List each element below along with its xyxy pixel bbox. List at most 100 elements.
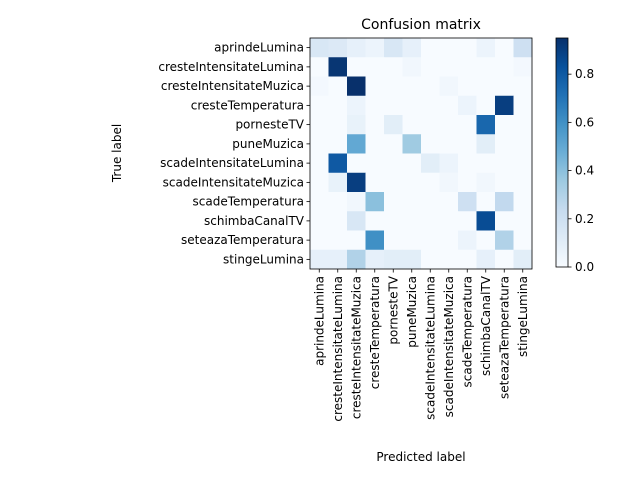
heatmap-cell [513,38,533,58]
heatmap-cell [365,57,385,77]
heatmap-cell [421,172,440,193]
heatmap-cell [347,134,366,154]
heatmap-cell [495,211,514,231]
heatmap-cell [458,153,477,174]
y-tick-label: cresteIntensitateLumina [158,60,304,74]
heatmap-cell [513,95,533,116]
heatmap-cell [458,249,477,270]
heatmap-cell [421,134,440,154]
x-tick-label: stingeLumina [516,276,530,357]
heatmap-cell [402,115,422,135]
heatmap-cell [421,249,440,270]
heatmap-cell [402,153,422,174]
heatmap-cell [513,57,533,77]
heatmap-cell [421,57,440,77]
heatmap-cell [476,153,496,174]
heatmap-cell [495,134,514,154]
heatmap-cell [458,57,477,77]
heatmap-cell [365,95,385,116]
heatmap-cell [495,38,514,58]
heatmap-cell [384,57,403,77]
heatmap-cell [476,211,496,231]
heatmap-cell [421,230,440,251]
heatmap-cell [439,115,459,135]
heatmap-cell [347,230,366,251]
heatmap-cell [513,76,533,97]
colorbar-tick-label: 0.2 [575,212,594,226]
heatmap-cell [495,115,514,135]
x-tick-label: scadeIntensitateLumina [423,276,437,420]
heatmap-cell [513,211,533,231]
colorbar-tick-label: 0.4 [575,164,594,178]
heatmap-cell [439,192,459,212]
y-tick-label: cresteIntensitateMuzica [161,79,304,93]
heatmap-cell [476,134,496,154]
heatmap-cell [476,38,496,58]
heatmap-cell [328,249,348,270]
heatmap-cell [347,192,366,212]
heatmap-cell [439,153,459,174]
heatmap-cell [310,249,329,270]
heatmap-cell [384,192,403,212]
heatmap-cell [347,76,366,97]
y-tick-label: scadeIntensitateLumina [160,156,304,170]
heatmap-cell [347,95,366,116]
heatmap-cell [476,249,496,270]
heatmap-cell [402,249,422,270]
heatmap-cell [439,38,459,58]
heatmap-cell [310,57,329,77]
heatmap-cell [476,192,496,212]
colorbar-tick-label: 0.0 [575,260,594,274]
heatmap-cell [347,249,366,270]
heatmap-cell [439,211,459,231]
y-tick-label: aprindeLumina [214,41,304,55]
heatmap-cell [495,249,514,270]
heatmap-cell [365,153,385,174]
y-tick-label: puneMuzica [232,137,304,151]
heatmap-cell [384,172,403,193]
heatmap-cell [365,134,385,154]
heatmap-cell [513,172,533,193]
colorbar-tick-label: 0.8 [575,67,594,81]
heatmap-cell [365,115,385,135]
heatmap-cell [347,211,366,231]
heatmap-cell [310,192,329,212]
colorbar-gradient [555,37,569,268]
x-tick-label: pornesteTV [386,275,400,344]
heatmap-cell [365,172,385,193]
heatmap-cell [365,38,385,58]
heatmap-cell [458,38,477,58]
x-tick-label: cresteIntensitateLumina [331,276,345,422]
heatmap-cell [347,57,366,77]
heatmap-cell [384,115,403,135]
heatmap-cell [310,153,329,174]
heatmap-cell [310,115,329,135]
heatmap-cell [384,134,403,154]
heatmap-cell [458,95,477,116]
heatmap-cell [495,230,514,251]
heatmap-cell [495,153,514,174]
heatmap-cell [347,172,366,193]
heatmap-cell [365,230,385,251]
heatmap-cell [495,76,514,97]
heatmap-cell [328,211,348,231]
heatmap-cell [402,192,422,212]
heatmap-cell [402,230,422,251]
heatmap-cell [402,95,422,116]
heatmap-cells [310,38,533,270]
heatmap-cell [402,211,422,231]
heatmap-cell [384,211,403,231]
heatmap-cell [347,115,366,135]
heatmap-cell [495,172,514,193]
y-axis-ticks: aprindeLumina cresteIntensitateLumina cres… [158,41,310,266]
heatmap-cell [365,211,385,231]
heatmap-cell [476,95,496,116]
y-tick-label: cresteTemperatura [191,98,304,112]
heatmap-cell [365,76,385,97]
heatmap-cell [513,134,533,154]
heatmap-cell [365,249,385,270]
heatmap-cell [421,153,440,174]
heatmap-cell [513,153,533,174]
heatmap-cell [421,192,440,212]
